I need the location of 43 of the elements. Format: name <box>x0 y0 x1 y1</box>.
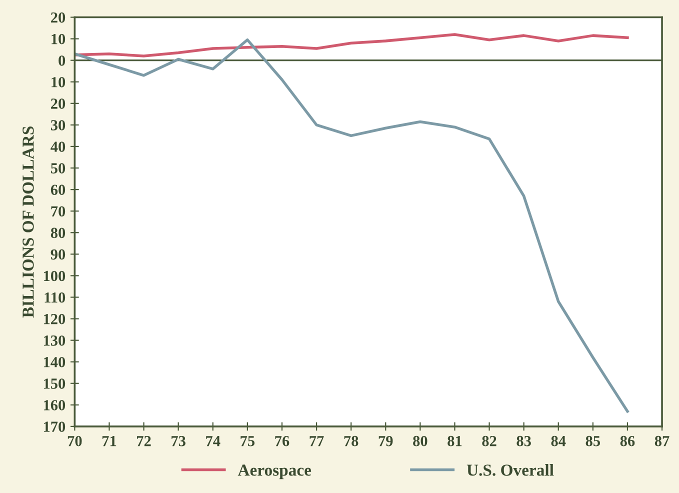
x-tick-label: 76 <box>275 436 290 446</box>
x-tick-label: 72 <box>137 436 151 446</box>
x-tick-label: 74 <box>206 436 220 446</box>
x-tick-label: 87 <box>654 436 670 446</box>
x-tick-label: 86 <box>620 436 635 446</box>
x-tick-label: 85 <box>586 436 600 446</box>
legend-label: U.S. Overall <box>466 464 554 476</box>
y-axis-title: BILLIONS OF DOLLARS <box>22 126 34 318</box>
x-tick-label: 80 <box>413 436 428 446</box>
y-tick-label: 0 <box>58 55 66 66</box>
y-tick-label: 160 <box>44 400 66 410</box>
line-series <box>74 38 629 413</box>
y-tick-label: 80 <box>50 228 66 238</box>
y-tick-label: 50 <box>50 163 66 174</box>
line-series <box>74 33 629 58</box>
x-tick-label: 83 <box>516 436 531 446</box>
y-tick-label: 90 <box>50 249 66 260</box>
y-tick-label: 20 <box>51 12 66 23</box>
x-tick-label: 78 <box>344 436 358 446</box>
y-tick-label: 10 <box>52 34 66 44</box>
y-tick-label: 110 <box>44 292 66 303</box>
y-tick-label: 20 <box>51 98 66 109</box>
x-tick-label: 81 <box>448 436 462 446</box>
y-tick-label: 10 <box>52 77 66 88</box>
legend-label: Aerospace <box>238 464 312 480</box>
y-tick-label: 170 <box>44 422 66 432</box>
y-tick-label: 120 <box>44 314 66 324</box>
x-tick-label: 82 <box>482 436 496 446</box>
y-tick-label: 150 <box>44 378 66 389</box>
y-tick-label: 130 <box>44 335 66 346</box>
y-tick-label: 140 <box>44 356 66 368</box>
y-tick-label: 100 <box>44 270 66 282</box>
y-tick-label: 30 <box>50 120 66 130</box>
x-tick-label: 77 <box>310 436 324 446</box>
x-tick-label: 75 <box>240 436 255 446</box>
x-tick-label: 84 <box>551 436 566 446</box>
x-tick-label: 73 <box>172 436 186 446</box>
y-tick-label: 60 <box>50 184 66 195</box>
y-tick-label: 70 <box>51 206 66 217</box>
x-tick-label: 71 <box>102 436 116 446</box>
x-tick-label: 70 <box>68 436 82 446</box>
x-tick-label: 79 <box>378 436 393 446</box>
y-tick-label: 40 <box>50 142 66 152</box>
